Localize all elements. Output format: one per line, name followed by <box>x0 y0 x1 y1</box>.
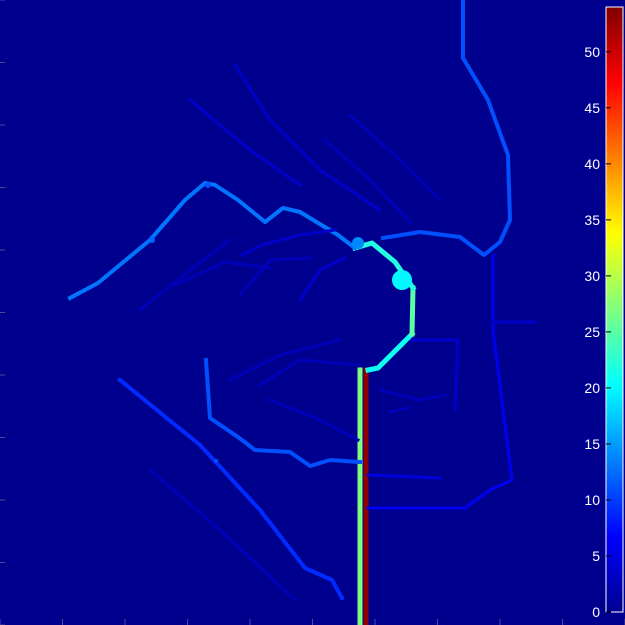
colorbar-tick-label: 15 <box>584 436 600 452</box>
colorbar-tick-label: 50 <box>584 44 600 60</box>
colorbar-tick-label: 25 <box>584 324 600 340</box>
colorbar-tick-label: 40 <box>584 156 600 172</box>
heat-cell-hot-ridge <box>352 237 364 249</box>
heat-path-bend-right <box>412 288 413 334</box>
heat-cell-hot-upper-bend <box>392 270 412 290</box>
colorbar-tick-label: 10 <box>584 492 600 508</box>
colorbar-tick-label: 45 <box>584 100 600 116</box>
colorbar-tick-label: 30 <box>584 268 600 284</box>
heat-cell-hot-lower <box>214 459 218 463</box>
colorbar-tick-label: 35 <box>584 212 600 228</box>
heat-cell-hot-west <box>149 237 155 243</box>
colorbar-tick-label: 5 <box>592 548 600 564</box>
heat-cell-hot-north <box>205 182 211 188</box>
colorbar-tick-label: 0 <box>592 604 600 620</box>
colorbar-gradient <box>606 7 623 612</box>
colorbar-tick-label: 20 <box>584 380 600 396</box>
